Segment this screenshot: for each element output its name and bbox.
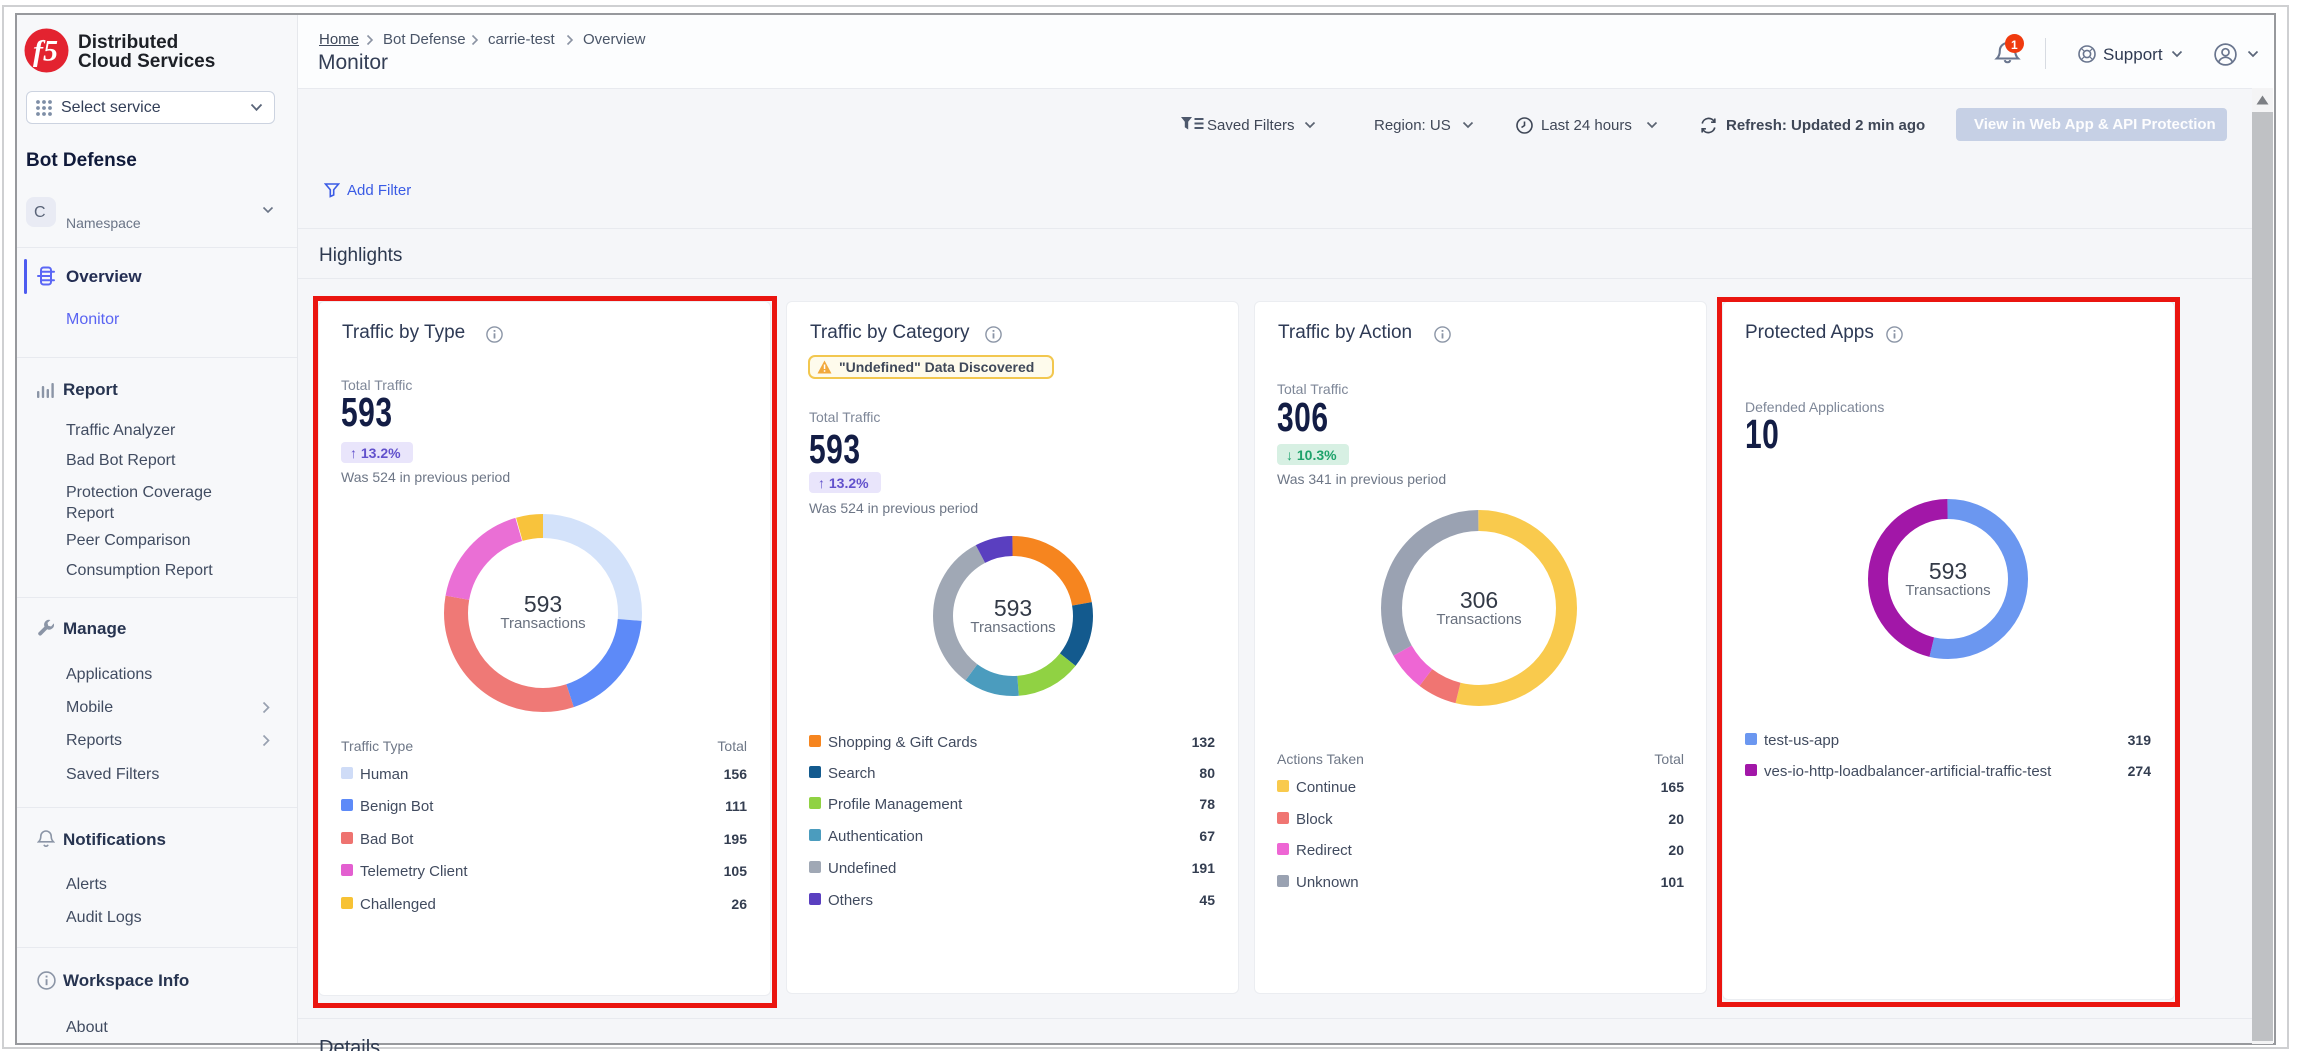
- svg-text:f5: f5: [33, 35, 58, 68]
